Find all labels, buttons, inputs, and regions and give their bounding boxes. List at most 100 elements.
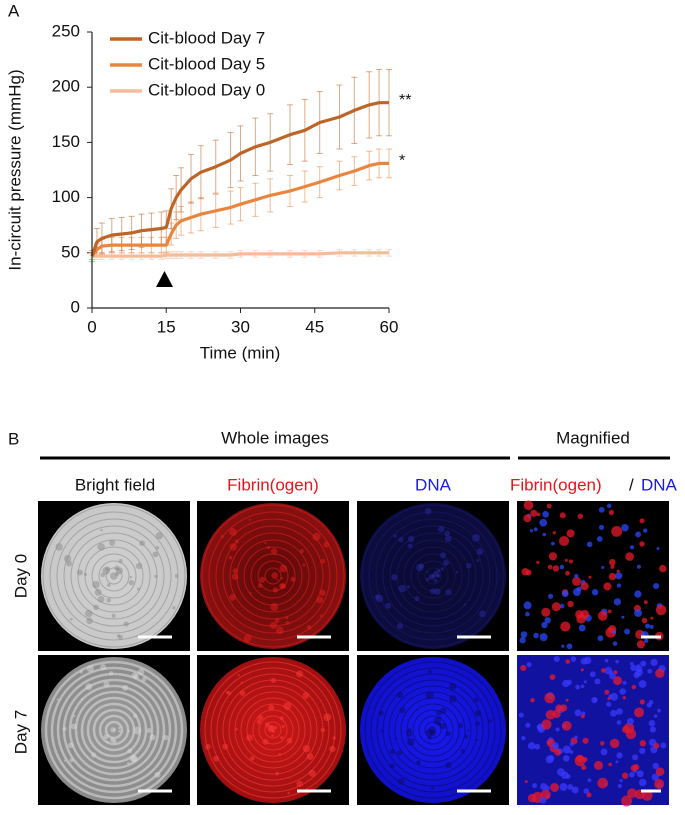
ring bbox=[208, 511, 338, 641]
ring bbox=[418, 715, 448, 745]
speckle bbox=[488, 719, 492, 723]
speckle bbox=[559, 512, 566, 519]
speckle bbox=[530, 509, 538, 517]
ring bbox=[406, 703, 460, 757]
speckle bbox=[542, 532, 547, 537]
ring bbox=[210, 667, 336, 793]
speckle bbox=[399, 707, 406, 714]
speckle bbox=[636, 564, 641, 569]
row-label: Day 7 bbox=[11, 710, 30, 754]
speckle bbox=[580, 684, 585, 689]
speckle bbox=[643, 528, 648, 533]
speckle bbox=[110, 737, 115, 743]
speckle bbox=[565, 698, 569, 702]
speckle bbox=[273, 725, 278, 730]
speckle bbox=[285, 621, 290, 625]
speckle bbox=[632, 754, 639, 761]
speckle bbox=[643, 600, 648, 605]
ring bbox=[204, 661, 342, 799]
speckle bbox=[278, 753, 282, 756]
y-axis-label: In-circuit pressure (mmHg) bbox=[5, 69, 24, 270]
speckle bbox=[641, 617, 648, 624]
speckle bbox=[645, 623, 651, 629]
ring bbox=[382, 679, 484, 781]
speckle bbox=[583, 788, 589, 794]
speckle bbox=[266, 546, 271, 550]
ring bbox=[364, 661, 502, 799]
speckle bbox=[616, 569, 620, 573]
speckle bbox=[131, 672, 138, 679]
speckle bbox=[550, 782, 560, 792]
speckle bbox=[476, 559, 480, 563]
speckle bbox=[604, 658, 609, 663]
speckle bbox=[608, 572, 617, 581]
speckle bbox=[444, 535, 452, 543]
speckle bbox=[83, 572, 87, 576]
speckle bbox=[97, 595, 105, 603]
speckle bbox=[146, 727, 152, 733]
speckle bbox=[633, 672, 640, 679]
speckle bbox=[323, 713, 332, 722]
speckle bbox=[149, 734, 156, 741]
speckle bbox=[639, 699, 645, 705]
speckle bbox=[264, 722, 270, 728]
speckle bbox=[85, 683, 93, 691]
speckle bbox=[627, 788, 637, 799]
speckle bbox=[299, 549, 304, 554]
speckle bbox=[606, 701, 612, 707]
speckle bbox=[474, 709, 482, 717]
speckle bbox=[583, 656, 592, 665]
ring bbox=[258, 715, 288, 745]
ring bbox=[240, 697, 306, 763]
ring bbox=[91, 553, 137, 599]
speckle bbox=[455, 570, 459, 574]
speckle bbox=[576, 614, 586, 624]
ring bbox=[424, 567, 442, 585]
speckle bbox=[612, 630, 617, 634]
speckle bbox=[103, 734, 109, 740]
speckle bbox=[439, 722, 447, 730]
speckle bbox=[445, 762, 452, 769]
speckle bbox=[425, 691, 434, 700]
panel-label: B bbox=[8, 429, 19, 448]
speckle bbox=[586, 792, 592, 798]
speckle bbox=[463, 734, 469, 739]
speckle bbox=[262, 738, 269, 745]
speckle bbox=[274, 618, 280, 623]
speckle bbox=[647, 668, 653, 674]
speckle bbox=[106, 597, 112, 603]
speckle bbox=[283, 702, 292, 711]
y-tick-label: 250 bbox=[52, 21, 80, 40]
column-label: Fibrin(ogen) bbox=[227, 475, 319, 494]
speckle bbox=[615, 760, 619, 764]
group-header: Magnified bbox=[556, 428, 630, 447]
legend-label: Cit-blood Day 7 bbox=[148, 28, 265, 47]
speckle bbox=[280, 576, 284, 580]
speckle bbox=[122, 684, 129, 691]
speckle bbox=[622, 696, 626, 700]
speckle bbox=[100, 529, 103, 532]
speckle bbox=[653, 583, 660, 590]
speckle bbox=[312, 532, 321, 541]
speckle bbox=[437, 525, 445, 533]
speckle bbox=[530, 698, 535, 703]
speckle bbox=[431, 786, 435, 790]
speckle bbox=[601, 565, 605, 569]
speckle bbox=[577, 513, 584, 519]
speckle bbox=[583, 680, 587, 684]
speckle bbox=[63, 759, 67, 762]
speckle bbox=[559, 603, 565, 609]
speckle bbox=[279, 564, 288, 573]
speckle bbox=[616, 752, 623, 759]
speckle bbox=[619, 688, 626, 695]
speckle bbox=[630, 764, 638, 772]
speckle bbox=[320, 558, 326, 564]
speckle bbox=[257, 715, 264, 721]
speckle bbox=[475, 738, 479, 741]
speckle bbox=[548, 754, 555, 761]
ring bbox=[56, 518, 172, 634]
ring bbox=[201, 504, 345, 648]
speckle bbox=[433, 717, 441, 725]
panel-label: A bbox=[8, 1, 20, 20]
